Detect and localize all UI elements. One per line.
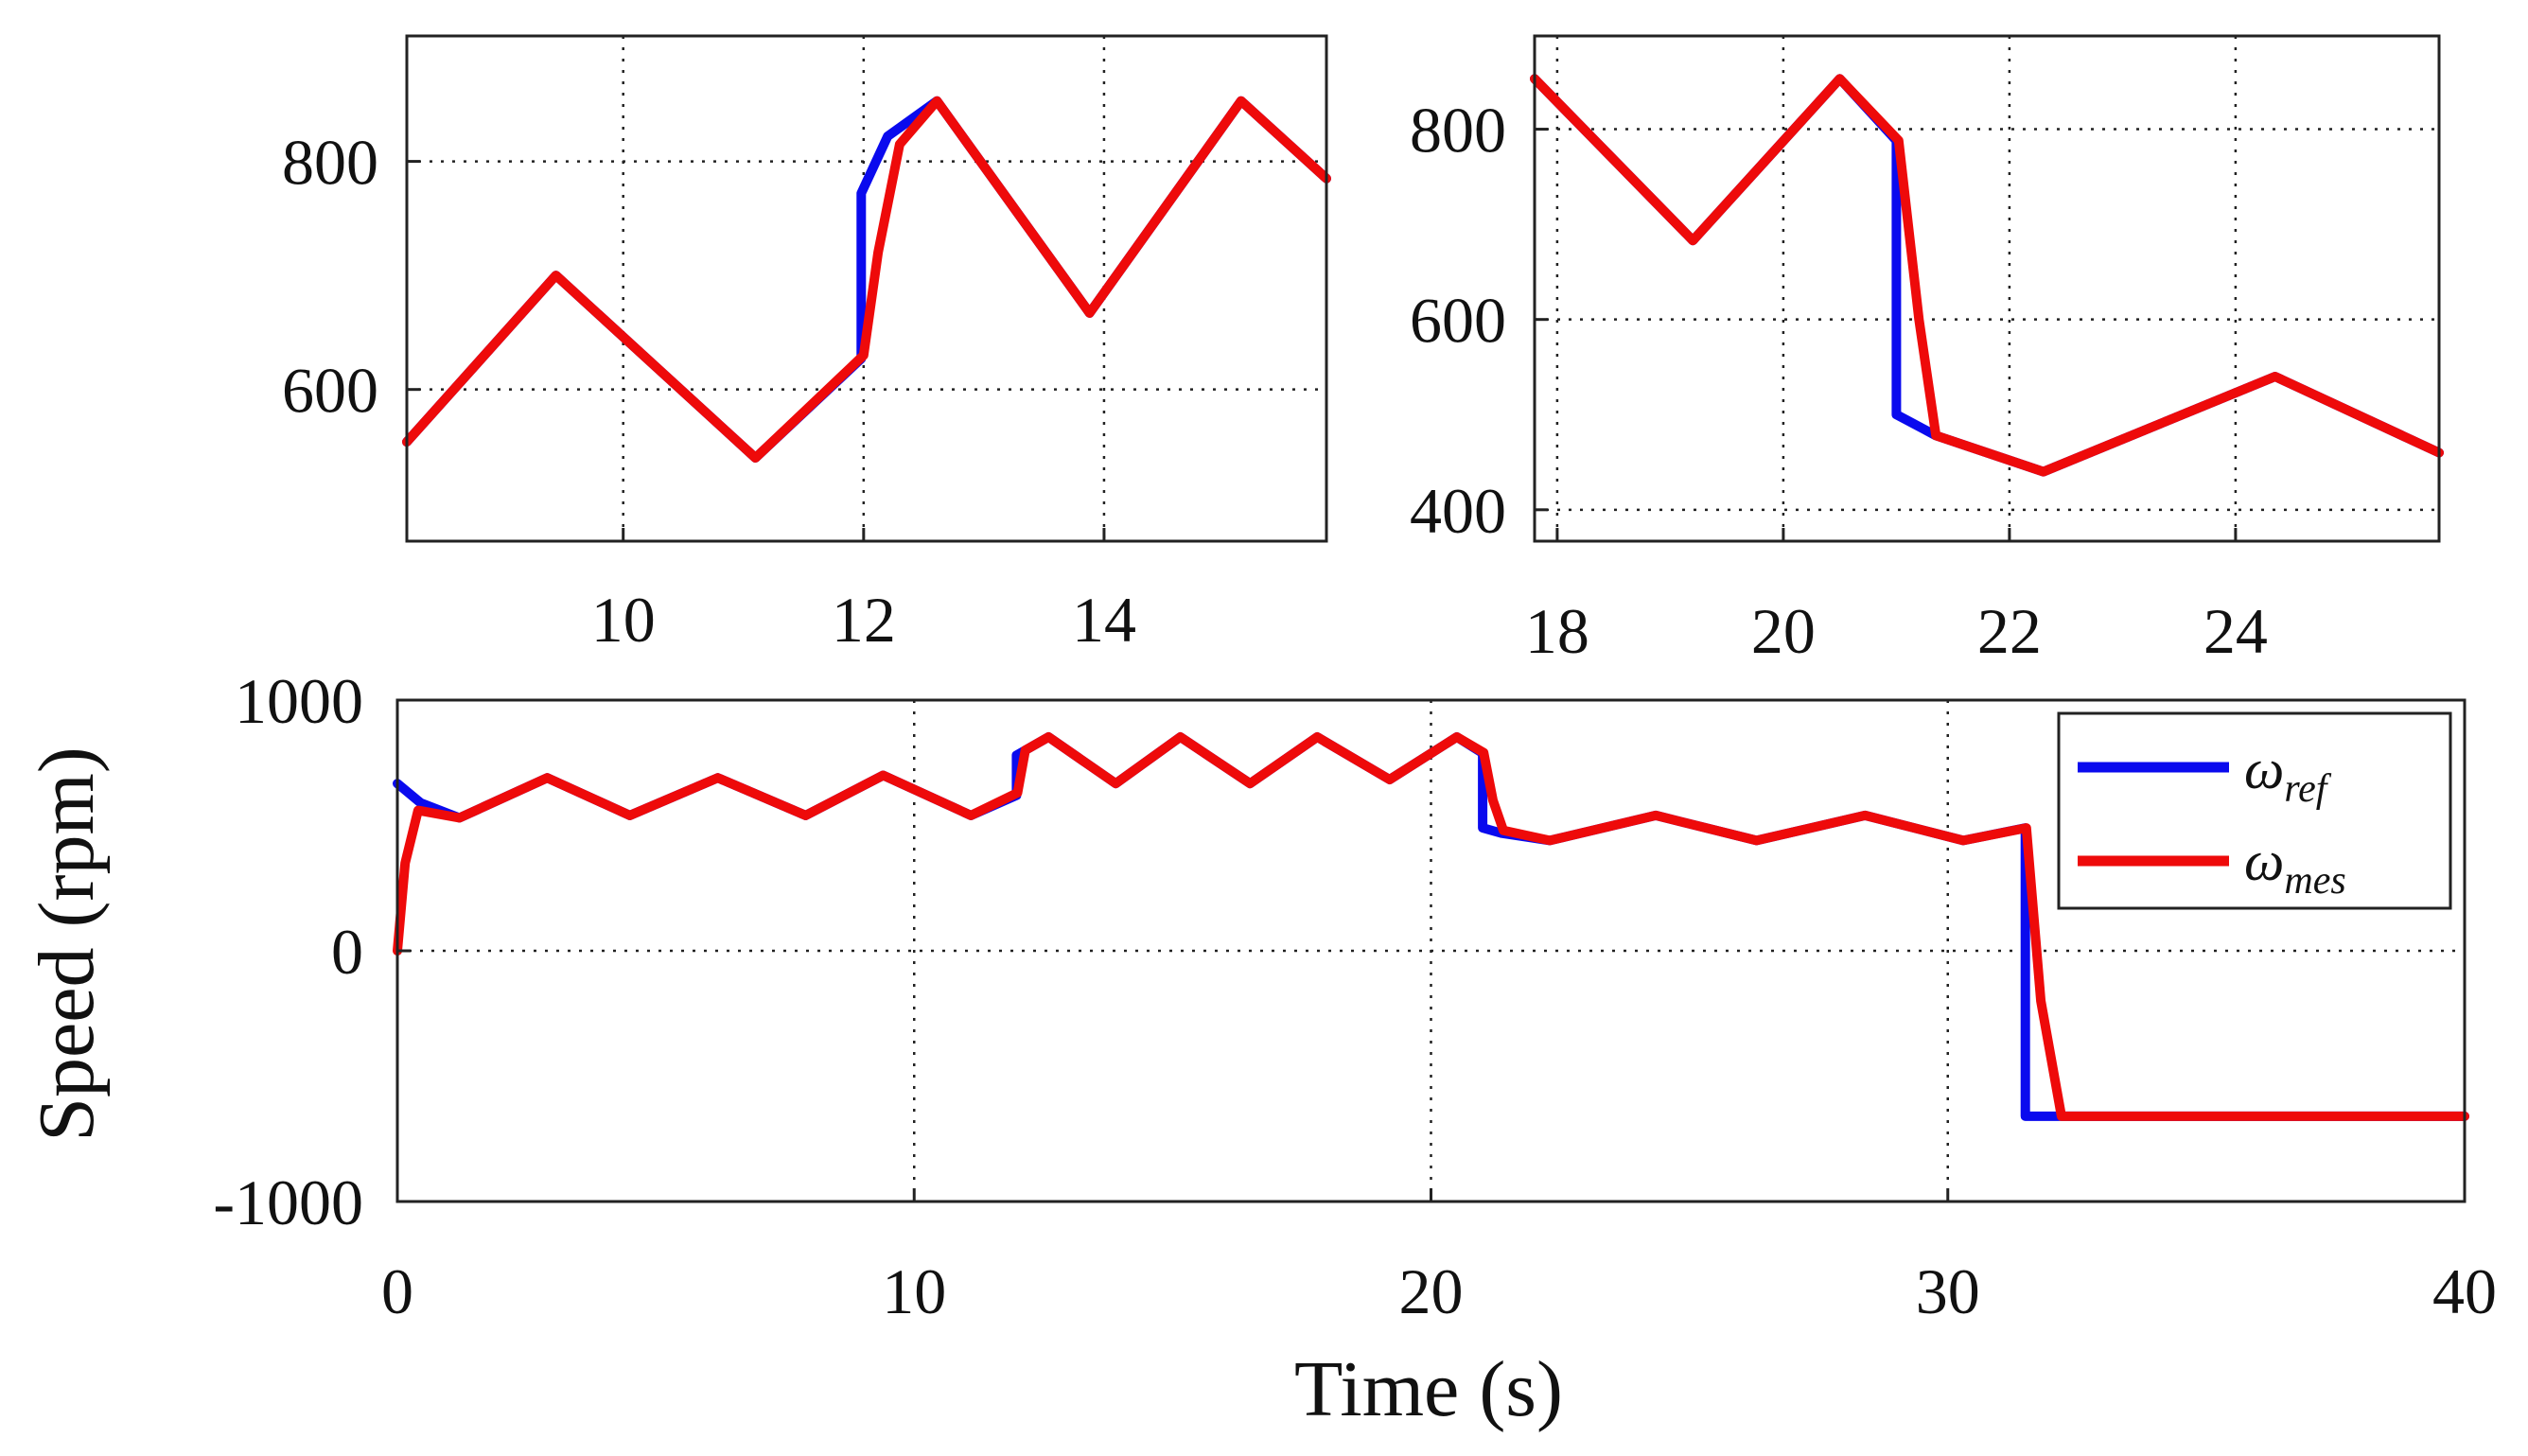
inset-right-x-tick-label: 22 — [1977, 595, 2042, 667]
inset-left-panel: 10 12 14 600 800 — [282, 34, 1331, 656]
inset-right-panel: 18 20 22 24 400 600 800 — [1410, 34, 2444, 667]
inset-left-y-tick-label: 800 — [282, 127, 378, 199]
inset-left-x-tick-label: 10 — [591, 584, 656, 656]
inset-right-y-tick-label: 800 — [1410, 95, 1506, 167]
main-y-tick-label: 1000 — [235, 665, 363, 737]
legend-box — [2057, 711, 2452, 910]
legend-ref-subscript: ref — [2284, 767, 2331, 811]
main-x-tick-label: 40 — [2432, 1255, 2497, 1327]
inset-right-x-tick-label: 24 — [2203, 595, 2268, 667]
inset-right-y-tick-label: 600 — [1410, 285, 1506, 357]
legend-ref-symbol: ω — [2244, 738, 2284, 800]
legend: ωref ωmes — [2057, 711, 2452, 910]
inset-right-x-tick-label: 18 — [1525, 595, 1589, 667]
inset-right-axes-box — [1533, 34, 2441, 543]
inset-left-x-tick-label: 12 — [832, 584, 896, 656]
main-x-tick-label: 20 — [1399, 1255, 1464, 1327]
legend-mes-label: ωmes — [2244, 830, 2346, 903]
inset-left-axes-box — [405, 34, 1328, 543]
legend-mes-symbol: ω — [2244, 830, 2284, 892]
main-y-tick-label: 0 — [331, 916, 363, 988]
inset-right-series-mes — [1530, 74, 2444, 477]
main-series-mes — [393, 732, 2469, 1121]
y-axis-label: Speed (rpm) — [23, 746, 111, 1142]
main-x-tick-label: 10 — [882, 1255, 946, 1327]
legend-ref-label: ωref — [2244, 738, 2332, 811]
inset-right-x-tick-label: 20 — [1751, 595, 1816, 667]
legend-mes-subscript: mes — [2284, 859, 2345, 903]
inset-right-plot-area — [1535, 36, 2439, 541]
main-x-tick-label: 0 — [381, 1255, 413, 1327]
inset-left-plot-area — [407, 36, 1326, 541]
main-y-tick-label: -1000 — [213, 1167, 363, 1238]
inset-left-series-mes — [402, 96, 1331, 463]
x-axis-label: Time (s) — [1294, 1345, 1563, 1433]
inset-right-y-tick-label: 400 — [1410, 475, 1506, 547]
inset-left-y-tick-label: 600 — [282, 355, 378, 427]
inset-left-x-tick-label: 14 — [1072, 584, 1136, 656]
main-x-tick-label: 30 — [1916, 1255, 1980, 1327]
